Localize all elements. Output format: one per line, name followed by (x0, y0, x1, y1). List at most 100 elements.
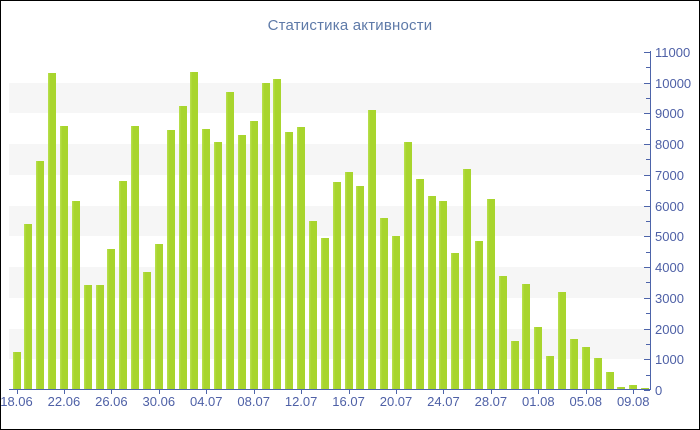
y-tick-label: 1000 (655, 352, 684, 368)
x-axis-tick (396, 390, 398, 394)
x-tick-label: 24.07 (427, 394, 460, 409)
bar[interactable] (190, 71, 199, 390)
bar[interactable] (629, 385, 638, 390)
bar[interactable] (261, 82, 270, 390)
bar[interactable] (107, 248, 116, 390)
grid-band (9, 144, 650, 175)
bar[interactable] (368, 110, 377, 390)
bar[interactable] (427, 196, 436, 390)
x-axis-tick (443, 390, 445, 394)
bar[interactable] (154, 243, 163, 390)
x-axis-tick (253, 390, 255, 394)
bar[interactable] (546, 356, 555, 390)
y-tick-label: 2000 (655, 321, 684, 337)
x-tick-label: 09.08 (616, 394, 650, 409)
x-axis-tick (633, 390, 635, 394)
bar[interactable] (12, 351, 21, 390)
bar[interactable] (344, 171, 353, 390)
bar[interactable] (95, 285, 104, 390)
bar[interactable] (249, 120, 258, 390)
bar[interactable] (273, 79, 282, 390)
bar[interactable] (605, 371, 614, 390)
y-tick-label: 3000 (655, 290, 684, 306)
bar[interactable] (534, 326, 543, 390)
y-tick-label: 11000 (655, 44, 691, 60)
y-axis-major-tick (644, 144, 650, 145)
bar[interactable] (320, 237, 329, 390)
bar[interactable] (178, 105, 187, 390)
bar[interactable] (71, 200, 80, 390)
y-axis-minor-tick (646, 220, 650, 222)
y-axis-minor-tick (646, 374, 650, 376)
bar[interactable] (237, 134, 246, 390)
x-axis-tick (585, 390, 587, 394)
bar[interactable] (581, 346, 590, 390)
bar[interactable] (285, 131, 294, 390)
grid-band (9, 267, 650, 298)
bar[interactable] (36, 160, 45, 390)
x-tick-label: 20.07 (379, 394, 413, 409)
bar[interactable] (403, 142, 412, 390)
x-axis-tick (206, 390, 208, 394)
y-axis-major-tick (644, 236, 650, 238)
x-tick-label: 08.07 (237, 394, 270, 409)
bar[interactable] (475, 240, 484, 390)
bar[interactable] (558, 291, 567, 390)
bar[interactable] (392, 236, 401, 390)
x-axis-tick (63, 390, 65, 394)
y-axis-minor-tick (646, 128, 650, 130)
y-axis-minor-tick (646, 190, 650, 192)
x-axis-tick (111, 390, 113, 394)
x-tick-label: 16.07 (332, 394, 365, 409)
bar[interactable] (439, 200, 448, 390)
bar[interactable] (486, 199, 495, 390)
bar[interactable] (142, 271, 151, 390)
y-axis-major-tick (644, 328, 650, 330)
y-axis-major-tick (644, 113, 650, 115)
bar[interactable] (415, 179, 424, 390)
x-tick-label: 05.08 (569, 394, 603, 409)
bar[interactable] (380, 217, 389, 390)
bar[interactable] (131, 125, 140, 390)
y-axis-major-tick (644, 82, 650, 84)
x-tick-label: 01.08 (522, 394, 555, 409)
bar[interactable] (166, 130, 175, 390)
x-axis-tick (538, 390, 540, 394)
bar[interactable] (522, 283, 531, 390)
x-tick-label: 04.07 (189, 394, 223, 409)
bar[interactable] (59, 125, 68, 390)
y-axis-major-tick (644, 267, 650, 268)
bar[interactable] (214, 142, 223, 390)
bar[interactable] (617, 386, 626, 390)
bar[interactable] (356, 185, 365, 390)
bar[interactable] (202, 128, 211, 390)
bar[interactable] (569, 339, 578, 390)
x-axis-tick (348, 390, 350, 394)
bar[interactable] (297, 127, 306, 390)
x-tick-label: 22.06 (47, 394, 81, 409)
bar[interactable] (119, 180, 128, 390)
bar[interactable] (498, 276, 507, 390)
grid-band (9, 328, 650, 360)
bar[interactable] (463, 168, 472, 390)
grid-band (9, 82, 650, 114)
bar[interactable] (24, 223, 33, 390)
bar[interactable] (593, 357, 602, 390)
x-axis-tick (158, 390, 160, 394)
y-axis-minor-tick (646, 313, 650, 315)
chart-title: Статистика активности (267, 17, 433, 34)
bar[interactable] (225, 91, 234, 390)
bar[interactable] (332, 182, 341, 390)
x-axis-line (9, 389, 651, 390)
x-tick-label: 28.07 (474, 394, 508, 409)
y-axis-minor-tick (646, 251, 650, 253)
bar[interactable] (48, 73, 57, 390)
grid-band (9, 205, 650, 237)
y-axis-major-tick (644, 51, 650, 53)
y-axis-major-tick (644, 174, 650, 176)
bar[interactable] (309, 220, 317, 390)
bar[interactable] (451, 253, 460, 390)
bar[interactable] (510, 340, 519, 390)
bar[interactable] (83, 285, 92, 390)
